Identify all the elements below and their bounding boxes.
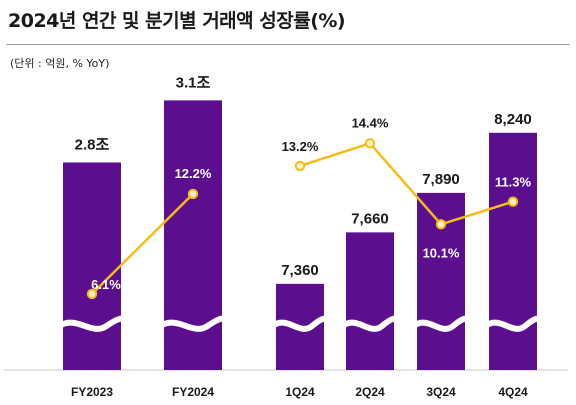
axis-break-mark xyxy=(271,315,329,332)
growth-label-FY2024: 12.2% xyxy=(175,166,212,181)
bar-value-label-4Q24: 8,240 xyxy=(494,111,532,128)
chart-title: 2024년 연간 및 분기별 거래액 성장률(%) xyxy=(8,10,346,32)
bar-value-label-FY2023: 2.8조 xyxy=(75,136,110,153)
bar-value-label-1Q24: 7,360 xyxy=(281,262,319,279)
growth-label-3Q24: 10.1% xyxy=(423,245,460,260)
growth-line-q xyxy=(299,142,514,226)
category-label-4Q24: 4Q24 xyxy=(498,385,528,399)
category-label-1Q24: 1Q24 xyxy=(285,385,315,399)
growth-point-1Q24 xyxy=(294,160,306,172)
category-label-FY2024: FY2024 xyxy=(172,385,214,399)
growth-label-1Q24: 13.2% xyxy=(282,139,319,154)
category-label-FY2023: FY2023 xyxy=(71,385,113,399)
growth-label-4Q24: 11.3% xyxy=(495,175,532,190)
axis-break-mark xyxy=(412,315,470,332)
growth-line-fy xyxy=(91,193,194,295)
growth-point-2Q24 xyxy=(364,138,376,149)
bar-FY2023 xyxy=(63,162,121,370)
growth-label-2Q24: 14.4% xyxy=(352,115,389,130)
axis-break-mark xyxy=(484,315,542,332)
category-label-3Q24: 3Q24 xyxy=(426,385,456,399)
growth-point-FY2023 xyxy=(86,288,98,300)
category-label-2Q24: 2Q24 xyxy=(355,385,385,399)
unit-note: (단위 : 억원, % YoY) xyxy=(10,57,110,70)
bar-2Q24 xyxy=(346,232,394,370)
bar-value-label-2Q24: 7,660 xyxy=(351,210,389,227)
bar-value-label-3Q24: 7,890 xyxy=(422,171,460,188)
growth-point-3Q24 xyxy=(435,219,447,230)
title-divider xyxy=(6,44,570,45)
axis-break-mark xyxy=(159,315,227,332)
bar-4Q24 xyxy=(489,132,537,370)
growth-label-FY2023: 6.1% xyxy=(91,277,121,292)
growth-point-4Q24 xyxy=(507,196,519,207)
bar-value-label-FY2024: 3.1조 xyxy=(176,74,211,91)
axis-break-mark xyxy=(58,315,126,332)
axis-break-mark xyxy=(341,315,399,332)
growth-point-FY2024 xyxy=(187,188,199,200)
